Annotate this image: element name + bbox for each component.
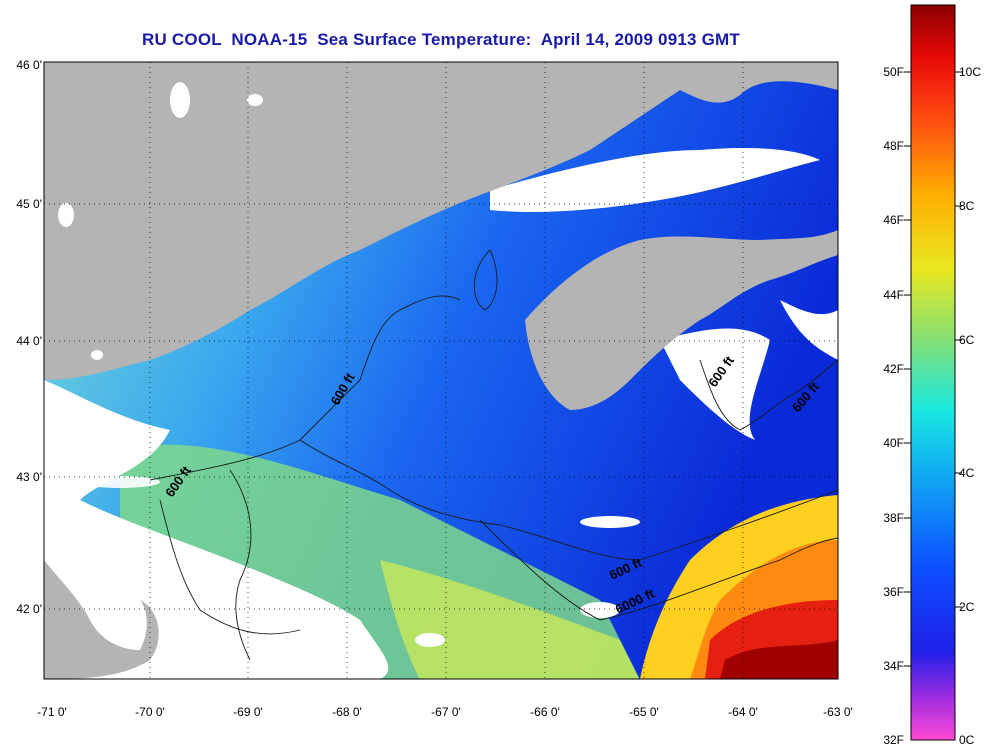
colorbar-f-label: 44F — [883, 288, 904, 302]
colorbar-f-labels: 50F 48F 46F 44F 42F 40F 38F 36F 34F 32F — [883, 65, 904, 747]
colorbar-c-label: 0C — [959, 733, 975, 747]
lon-label: -71 0' — [37, 705, 67, 719]
longitude-labels: -71 0' -70 0' -69 0' -68 0' -67 0' -66 0… — [37, 705, 853, 719]
map-frame — [43, 61, 839, 680]
land-nova-scotia — [525, 230, 838, 410]
colorbar-gradient — [910, 4, 956, 741]
land-cape-cod — [44, 560, 159, 679]
lat-label: 42 0' — [16, 602, 42, 616]
colorbar-c-label: 6C — [959, 333, 975, 347]
lon-label: -66 0' — [530, 705, 560, 719]
cloud-patch — [580, 602, 620, 618]
cloud-patch — [91, 350, 103, 360]
bathymetry-contours — [149, 249, 838, 661]
map-title: RU COOL NOAA-15 Sea Surface Temperature:… — [142, 30, 740, 49]
colorbar-f-label: 32F — [883, 733, 904, 747]
lon-label: -67 0' — [431, 705, 461, 719]
lake-patch — [170, 82, 190, 118]
cloud-patch — [80, 476, 160, 488]
cloud-southwest — [44, 380, 389, 679]
cloud-nova-scotia — [660, 328, 770, 440]
lon-label: -65 0' — [629, 705, 659, 719]
cloud-east — [780, 300, 838, 360]
lon-label: -70 0' — [135, 705, 165, 719]
colorbar-f-label: 48F — [883, 139, 904, 153]
lon-label: -63 0' — [823, 705, 853, 719]
lake-patch — [247, 94, 263, 106]
colorbar-f-label: 38F — [883, 511, 904, 525]
lat-label: 46 0' — [16, 58, 42, 72]
map-area — [44, 62, 838, 679]
colorbar-c-label: 4C — [959, 466, 975, 480]
lat-label: 43 0' — [16, 470, 42, 484]
colorbar-ticks — [904, 71, 962, 667]
lon-label: -68 0' — [332, 705, 362, 719]
land-new-england — [44, 62, 838, 380]
cloud-patch — [415, 633, 445, 647]
lon-label: -69 0' — [233, 705, 263, 719]
cloud-patch — [580, 516, 640, 528]
colorbar-c-label: 10C — [959, 65, 981, 79]
gulf-stream-darkred — [720, 640, 838, 679]
colorbar: 50F 48F 46F 44F 42F 40F 38F 36F 34F 32F … — [883, 4, 981, 747]
colorbar-f-label: 42F — [883, 362, 904, 376]
lat-label: 44 0' — [16, 334, 42, 348]
lon-label: -64 0' — [728, 705, 758, 719]
colorbar-f-label: 34F — [883, 659, 904, 673]
colorbar-f-label: 50F — [883, 65, 904, 79]
colorbar-c-label: 8C — [959, 199, 975, 213]
colorbar-c-labels: 10C 8C 6C 4C 2C 0C — [959, 65, 981, 747]
colorbar-f-label: 40F — [883, 436, 904, 450]
cloud-bay-of-fundy — [490, 148, 820, 212]
colorbar-c-label: 2C — [959, 600, 975, 614]
lake-patch — [58, 203, 74, 227]
latitude-labels: 46 0' 45 0' 44 0' 43 0' 42 0' — [16, 58, 42, 616]
colorbar-f-label: 36F — [883, 585, 904, 599]
colorbar-f-label: 46F — [883, 213, 904, 227]
lat-label: 45 0' — [16, 197, 42, 211]
shelf-water-yellow — [380, 560, 640, 679]
